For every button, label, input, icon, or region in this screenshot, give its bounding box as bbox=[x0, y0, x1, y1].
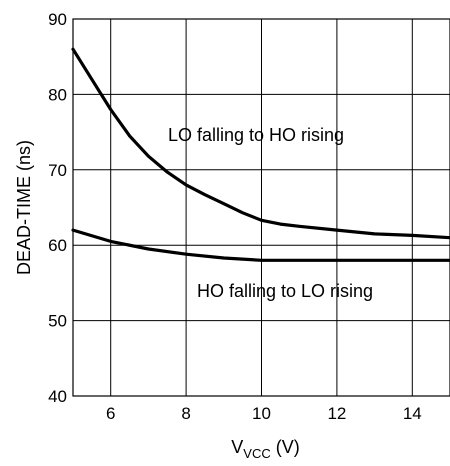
x-axis-title-main: V bbox=[231, 437, 243, 457]
x-tick-label: 10 bbox=[252, 404, 271, 423]
plot-frame bbox=[72, 18, 450, 397]
x-tick-label: 14 bbox=[403, 404, 422, 423]
tick-labels: 6 8 10 12 14 40 50 60 70 80 90 bbox=[48, 10, 422, 423]
series-label-ho-falling: HO falling to LO rising bbox=[197, 281, 373, 301]
x-tick-label: 12 bbox=[327, 404, 346, 423]
y-tick-label: 90 bbox=[48, 10, 67, 29]
y-tick-label: 80 bbox=[48, 85, 67, 104]
x-axis-title-unit: (V) bbox=[271, 437, 300, 457]
y-tick-label: 70 bbox=[48, 161, 67, 180]
series-line-0 bbox=[71, 47, 450, 240]
x-axis-title: VVCC (V) bbox=[231, 437, 299, 461]
x-tick-label: 6 bbox=[106, 404, 115, 423]
y-tick-label: 40 bbox=[48, 387, 67, 406]
series-line-1 bbox=[71, 228, 450, 262]
x-tick-label: 8 bbox=[181, 404, 190, 423]
y-tick-label: 50 bbox=[48, 312, 67, 331]
y-tick-label: 60 bbox=[48, 236, 67, 255]
series-label-lo-falling: LO falling to HO rising bbox=[168, 125, 344, 145]
series-group bbox=[71, 47, 450, 262]
x-axis-title-subscript: VCC bbox=[243, 446, 270, 461]
grid bbox=[73, 19, 450, 396]
y-axis-title: DEAD-TIME (ns) bbox=[14, 140, 34, 275]
